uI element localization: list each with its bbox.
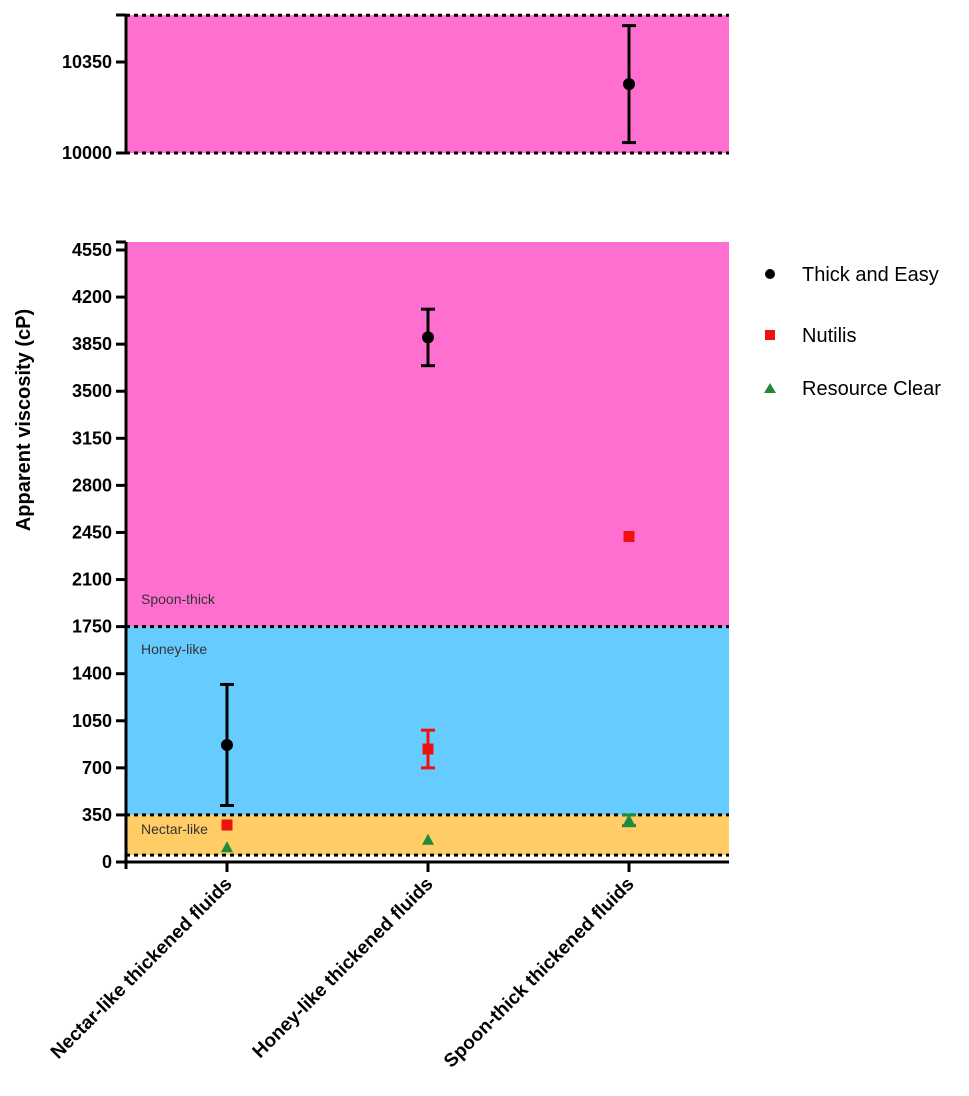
point-resource-clear-0 [221,841,233,853]
y-tick-label-lower-1750: 1750 [72,617,112,637]
category-label-honey: Honey-like thickened fluids [249,874,438,1063]
y-tick-label-lower-3850: 3850 [72,334,112,354]
y-tick-label-lower-2800: 2800 [72,475,112,495]
legend-marker-nutilis [765,330,775,340]
legend-label-thick-and-easy: Thick and Easy [802,264,939,286]
band-label-spoon-thick: Spoon-thick [141,591,216,607]
y-ticks: 10000 10350 0 350 700 1050 1400 1750 2100 2450 280… [62,13,126,872]
band-label-nectar-like: Nectar-like [141,821,208,837]
point-nutilis-2 [623,530,635,542]
point-resource-clear-2 [623,814,635,826]
point-thick-and-easy-1 [422,331,434,344]
y-tick-label-lower-2450: 2450 [72,522,112,542]
band-spoon-thick-upper [126,15,729,154]
x-axis [116,860,729,872]
legend-label-nutilis: Nutilis [802,325,856,347]
y-tick-label-lower-3500: 3500 [72,381,112,401]
point-thick-and-easy-2 [623,78,635,91]
point-resource-clear-1 [422,833,434,845]
y-tick-label-lower-700: 700 [82,758,112,778]
data-marks [220,24,636,853]
y-tick-label-lower-4200: 4200 [72,287,112,307]
y-tick-label-lower-1400: 1400 [72,664,112,684]
y-tick-label-lower-0: 0 [102,852,112,872]
y-tick-label-lower-2100: 2100 [72,570,112,590]
point-thick-and-easy-0 [221,738,233,751]
y-axis-title: Apparent viscosity (cP) [13,309,35,531]
legend-marker-thick-and-easy [765,269,775,279]
y-tick-label-upper-10000: 10000 [62,143,112,163]
legend: Thick and Easy Nutilis Resource Clear [764,264,941,400]
category-label-spoon: Spoon-thick thickened fluids [440,874,638,1072]
y-tick-label-lower-4550: 4550 [72,240,112,260]
y-tick-label-lower-1050: 1050 [72,711,112,731]
y-tick-label-lower-3150: 3150 [72,428,112,448]
y-tick-label-upper-10350: 10350 [62,52,112,72]
band-spoon-thick [126,242,729,627]
band-honey-like [126,626,729,815]
point-nutilis-1 [422,743,434,755]
legend-marker-resource-clear [764,383,776,393]
band-label-honey-like: Honey-like [141,641,207,657]
point-nutilis-0 [221,819,233,831]
y-tick-label-lower-350: 350 [82,805,112,825]
category-label-nectar: Nectar-like thickened fluids [47,874,237,1064]
legend-label-resource-clear: Resource Clear [802,378,941,400]
